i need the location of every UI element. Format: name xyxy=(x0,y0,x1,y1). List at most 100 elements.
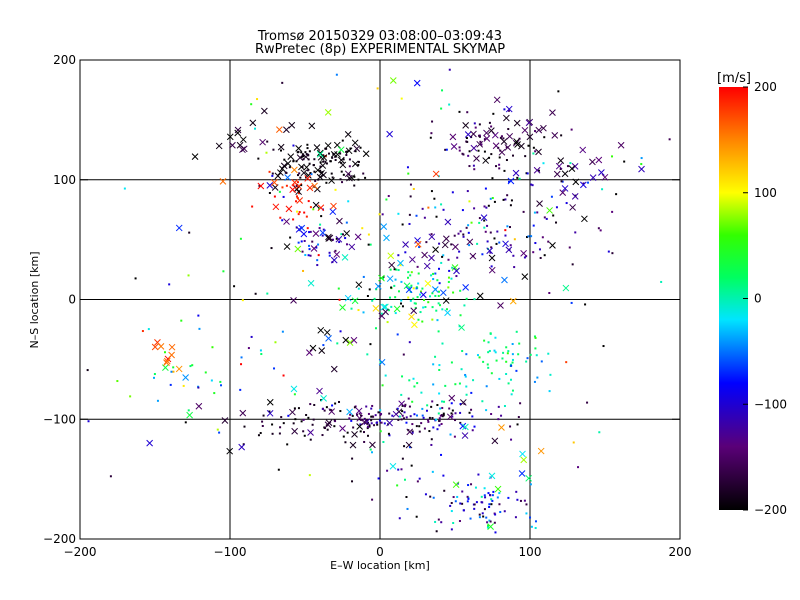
data-point xyxy=(451,409,454,412)
data-point xyxy=(397,212,400,215)
data-point xyxy=(312,208,315,211)
data-cross xyxy=(234,129,242,137)
data-cross xyxy=(349,441,357,449)
data-point xyxy=(385,198,388,201)
data-point xyxy=(534,527,537,530)
data-cross xyxy=(326,234,334,242)
data-point xyxy=(339,178,342,181)
data-point xyxy=(389,268,392,271)
data-point xyxy=(359,146,362,149)
data-point xyxy=(462,509,465,512)
data-point xyxy=(338,298,341,301)
data-point xyxy=(413,302,416,305)
data-point xyxy=(292,159,295,162)
data-point xyxy=(400,468,403,471)
data-point xyxy=(410,271,413,274)
data-cross xyxy=(486,247,494,255)
data-point xyxy=(350,307,353,310)
data-point xyxy=(473,298,476,301)
data-cross xyxy=(572,178,580,186)
data-point xyxy=(349,413,352,416)
data-point xyxy=(458,250,461,253)
data-cross xyxy=(319,229,327,237)
data-point xyxy=(379,409,382,412)
data-cross xyxy=(571,193,579,200)
data-point xyxy=(531,184,534,187)
data-point xyxy=(507,382,510,385)
data-point xyxy=(328,251,331,254)
data-point xyxy=(403,445,406,448)
data-cross xyxy=(356,414,364,422)
data-point xyxy=(439,407,442,410)
data-point xyxy=(363,417,366,420)
data-point xyxy=(396,407,399,410)
data-point xyxy=(364,176,367,179)
data-point xyxy=(441,255,444,258)
data-cross xyxy=(519,450,526,458)
x-tick-label: −100 xyxy=(214,545,247,559)
data-point xyxy=(86,369,89,372)
data-point xyxy=(342,435,345,438)
data-point xyxy=(502,351,505,354)
data-point xyxy=(309,206,312,209)
data-point xyxy=(380,412,383,415)
data-point xyxy=(309,230,312,233)
data-point xyxy=(450,243,453,246)
data-cross xyxy=(402,241,409,248)
data-point xyxy=(431,417,434,420)
data-cross xyxy=(333,251,341,258)
data-point xyxy=(285,184,288,187)
x-tick-label: 0 xyxy=(376,545,384,559)
data-point xyxy=(304,254,307,257)
data-point xyxy=(500,414,503,417)
data-point xyxy=(470,391,473,394)
data-point xyxy=(490,413,493,416)
data-point xyxy=(222,270,225,273)
data-point xyxy=(503,108,506,111)
data-point xyxy=(394,278,397,281)
data-point xyxy=(354,150,357,153)
data-point xyxy=(316,259,319,262)
data-point xyxy=(308,248,311,251)
data-point xyxy=(300,156,303,159)
data-point xyxy=(509,425,512,428)
data-point xyxy=(450,528,453,531)
data-point xyxy=(330,172,333,175)
data-cross xyxy=(304,175,312,182)
data-point xyxy=(519,499,522,502)
data-point xyxy=(532,251,535,254)
data-point xyxy=(493,349,496,352)
data-point xyxy=(447,286,450,289)
data-point xyxy=(318,227,321,230)
data-cross xyxy=(289,408,296,416)
data-cross xyxy=(328,177,335,184)
data-cross xyxy=(329,208,337,216)
data-cross xyxy=(562,284,570,292)
data-point xyxy=(510,438,513,441)
data-cross xyxy=(330,151,338,158)
data-point xyxy=(330,409,333,412)
data-point xyxy=(257,157,260,160)
data-point xyxy=(459,411,462,414)
data-point xyxy=(467,231,470,234)
data-cross xyxy=(191,153,199,160)
data-point xyxy=(548,292,551,295)
data-point xyxy=(451,191,454,194)
data-cross xyxy=(239,146,246,154)
data-point xyxy=(409,183,412,186)
data-point xyxy=(353,406,356,409)
data-point xyxy=(490,125,493,128)
data-point xyxy=(607,250,610,253)
data-point xyxy=(395,268,398,271)
data-point xyxy=(400,280,403,283)
data-point xyxy=(430,405,433,408)
data-point xyxy=(419,311,422,314)
data-point xyxy=(412,287,415,290)
data-point xyxy=(271,174,274,177)
data-point xyxy=(450,277,453,280)
data-point xyxy=(484,187,487,190)
data-point xyxy=(431,120,434,123)
data-point xyxy=(309,254,312,257)
data-point xyxy=(461,502,464,505)
data-cross xyxy=(259,138,266,146)
